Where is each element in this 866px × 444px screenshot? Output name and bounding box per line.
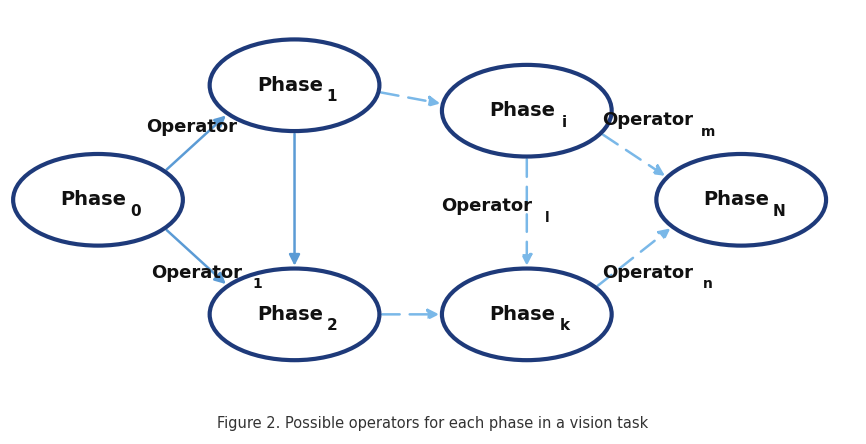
Text: Phase: Phase: [257, 305, 323, 324]
Text: Phase: Phase: [61, 190, 126, 209]
Text: Operator: Operator: [146, 118, 237, 135]
Ellipse shape: [442, 269, 611, 360]
Text: N: N: [772, 204, 785, 219]
Ellipse shape: [210, 40, 379, 131]
Text: Operator: Operator: [151, 264, 242, 282]
Text: Operator: Operator: [602, 264, 693, 282]
Text: 2: 2: [326, 318, 338, 333]
Text: l: l: [545, 210, 550, 225]
Text: Phase: Phase: [704, 190, 770, 209]
Text: Figure 2. Possible operators for each phase in a vision task: Figure 2. Possible operators for each ph…: [217, 416, 649, 431]
Text: Phase: Phase: [489, 305, 555, 324]
Text: i: i: [562, 115, 567, 130]
Text: m: m: [701, 125, 715, 139]
Text: Operator: Operator: [441, 197, 532, 215]
Text: n: n: [703, 278, 713, 291]
Text: k: k: [559, 318, 569, 333]
Ellipse shape: [656, 154, 826, 246]
Text: 0: 0: [130, 204, 141, 219]
Ellipse shape: [210, 269, 379, 360]
Text: Phase: Phase: [489, 101, 555, 120]
Text: 1: 1: [252, 278, 262, 291]
Text: Phase: Phase: [257, 76, 323, 95]
Ellipse shape: [442, 65, 611, 157]
Ellipse shape: [13, 154, 183, 246]
Text: 1: 1: [326, 89, 337, 104]
Text: Operator: Operator: [602, 111, 693, 129]
